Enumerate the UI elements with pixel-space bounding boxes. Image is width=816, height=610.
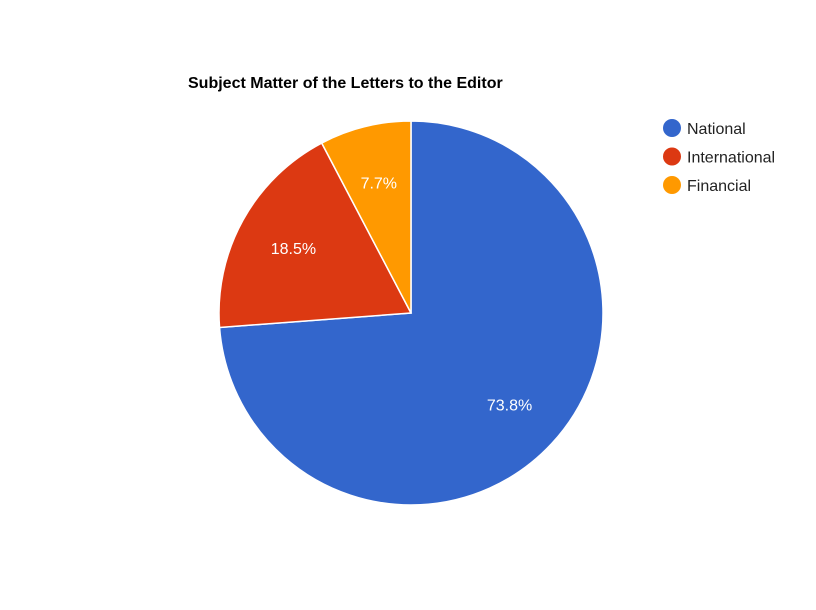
legend-marker-financial — [663, 176, 681, 194]
pie-slice-financial — [320, 120, 412, 314]
pie-slice-labels: 73.8% 18.5% 7.7% — [271, 176, 532, 415]
slice-label-financial: 7.7% — [361, 176, 397, 193]
legend-label-financial: Financial — [687, 178, 751, 195]
pie-slice-international — [218, 142, 413, 329]
slice-label-international: 18.5% — [271, 241, 316, 258]
pie-slices — [218, 120, 604, 506]
chart-title: Subject Matter of the Letters to the Edi… — [188, 75, 503, 92]
legend-label-national: National — [687, 121, 746, 138]
chart-legend: National International Financial — [663, 119, 775, 195]
legend-label-international: International — [687, 150, 775, 167]
slice-label-national: 73.8% — [487, 397, 532, 414]
legend-marker-national — [663, 119, 681, 137]
legend-marker-international — [663, 147, 681, 166]
